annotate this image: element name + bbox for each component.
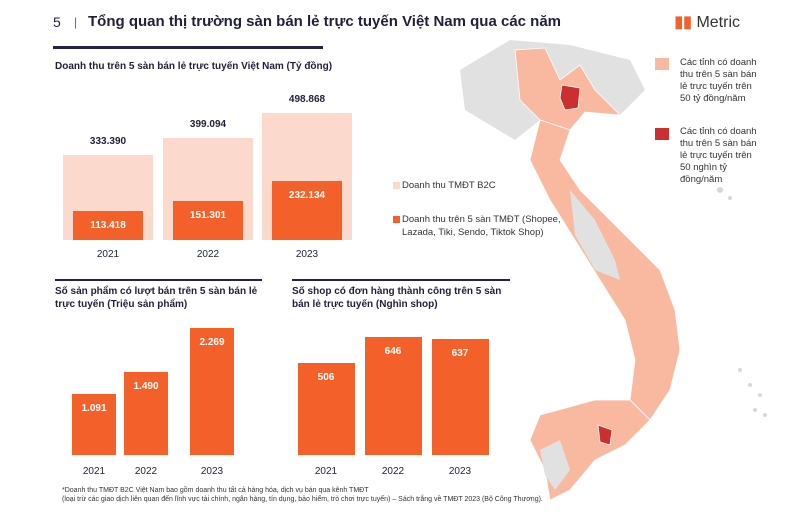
bar: [190, 328, 234, 455]
map-north-peach: [514, 47, 622, 131]
page-title: Tổng quan thị trường sàn bán lẻ trực tuy…: [88, 13, 562, 30]
map-central: [529, 119, 681, 421]
chart1-title: Doanh thu trên 5 sàn bán lẻ trực tuyến V…: [55, 61, 333, 72]
map-hcmc: [597, 424, 613, 446]
header-separator: |: [74, 15, 78, 29]
data-label: 506: [317, 371, 335, 383]
map-south: [529, 399, 651, 501]
map-legend-swatch-peach: [655, 58, 669, 70]
bar: [431, 338, 489, 455]
data-label: 1.091: [81, 402, 107, 414]
bar: [124, 371, 168, 455]
legend-b2c: Doanh thu TMĐT B2C: [402, 180, 496, 191]
chart3-divider: [292, 279, 510, 281]
label-b2c: 498.868: [288, 94, 326, 105]
label-5san: 151.301: [189, 210, 227, 222]
bar-5san: [272, 180, 342, 240]
map-south-gray: [540, 440, 570, 490]
bar: [364, 336, 422, 455]
x-tick: 2022: [381, 466, 405, 477]
map-legend-swatch-red: [655, 128, 669, 140]
data-label: 637: [451, 347, 469, 359]
page-number: 5: [53, 14, 61, 30]
map-legend-peach: Các tỉnh có doanh thu trên 5 sàn bán lẻ …: [680, 57, 757, 104]
logo-icon: ▮▮: [674, 14, 692, 31]
chart3-title: Số shop có đơn hàng thành công trên 5 sà…: [292, 286, 502, 310]
label-5san: 232.134: [288, 189, 326, 201]
x-tick: 2022: [196, 249, 220, 260]
label-5san: 113.418: [90, 220, 126, 232]
header-divider: [53, 46, 323, 49]
map-legend-red: Các tỉnh có doanh thu trên 5 sàn bán lẻ …: [680, 126, 757, 185]
map-north-gray: [460, 40, 645, 140]
data-label: 2.269: [199, 337, 225, 348]
bar-5san: [173, 201, 243, 240]
label-b2c: 399.094: [189, 119, 227, 131]
chart2-title: Số sản phẩm có lượt bán trên 5 sàn bán l…: [55, 286, 258, 310]
label-b2c: 333.390: [89, 136, 127, 148]
bar-5san: [73, 211, 143, 240]
data-label: 646: [384, 345, 402, 357]
x-tick: 2021: [82, 466, 106, 477]
x-tick: 2023: [448, 466, 472, 477]
footnote-2: (loại trừ các giao dịch liên quan đến lĩ…: [62, 496, 543, 503]
data-label: 1.490: [133, 380, 159, 392]
map-hanoi: [559, 84, 581, 111]
chart2-divider: [55, 279, 262, 281]
x-tick: 2023: [200, 466, 224, 477]
x-tick: 2021: [96, 249, 120, 260]
legend-5san: Doanh thu trên 5 sàn TMĐT (Shopee, Lazad…: [402, 214, 561, 238]
islands: [717, 187, 767, 417]
map-central-gray: [570, 190, 620, 280]
bar: [297, 362, 355, 455]
bar: [72, 393, 116, 455]
footnote-1: *Doanh thu TMĐT B2C Việt Nam bao gồm doa…: [62, 487, 369, 494]
logo: ▮▮ Metric: [674, 14, 740, 31]
x-tick: 2021: [314, 466, 338, 477]
legend-swatch-b2c: [393, 182, 400, 189]
x-tick: 2023: [295, 249, 319, 260]
x-tick: 2022: [134, 466, 158, 477]
legend-swatch-5san: [393, 216, 400, 223]
